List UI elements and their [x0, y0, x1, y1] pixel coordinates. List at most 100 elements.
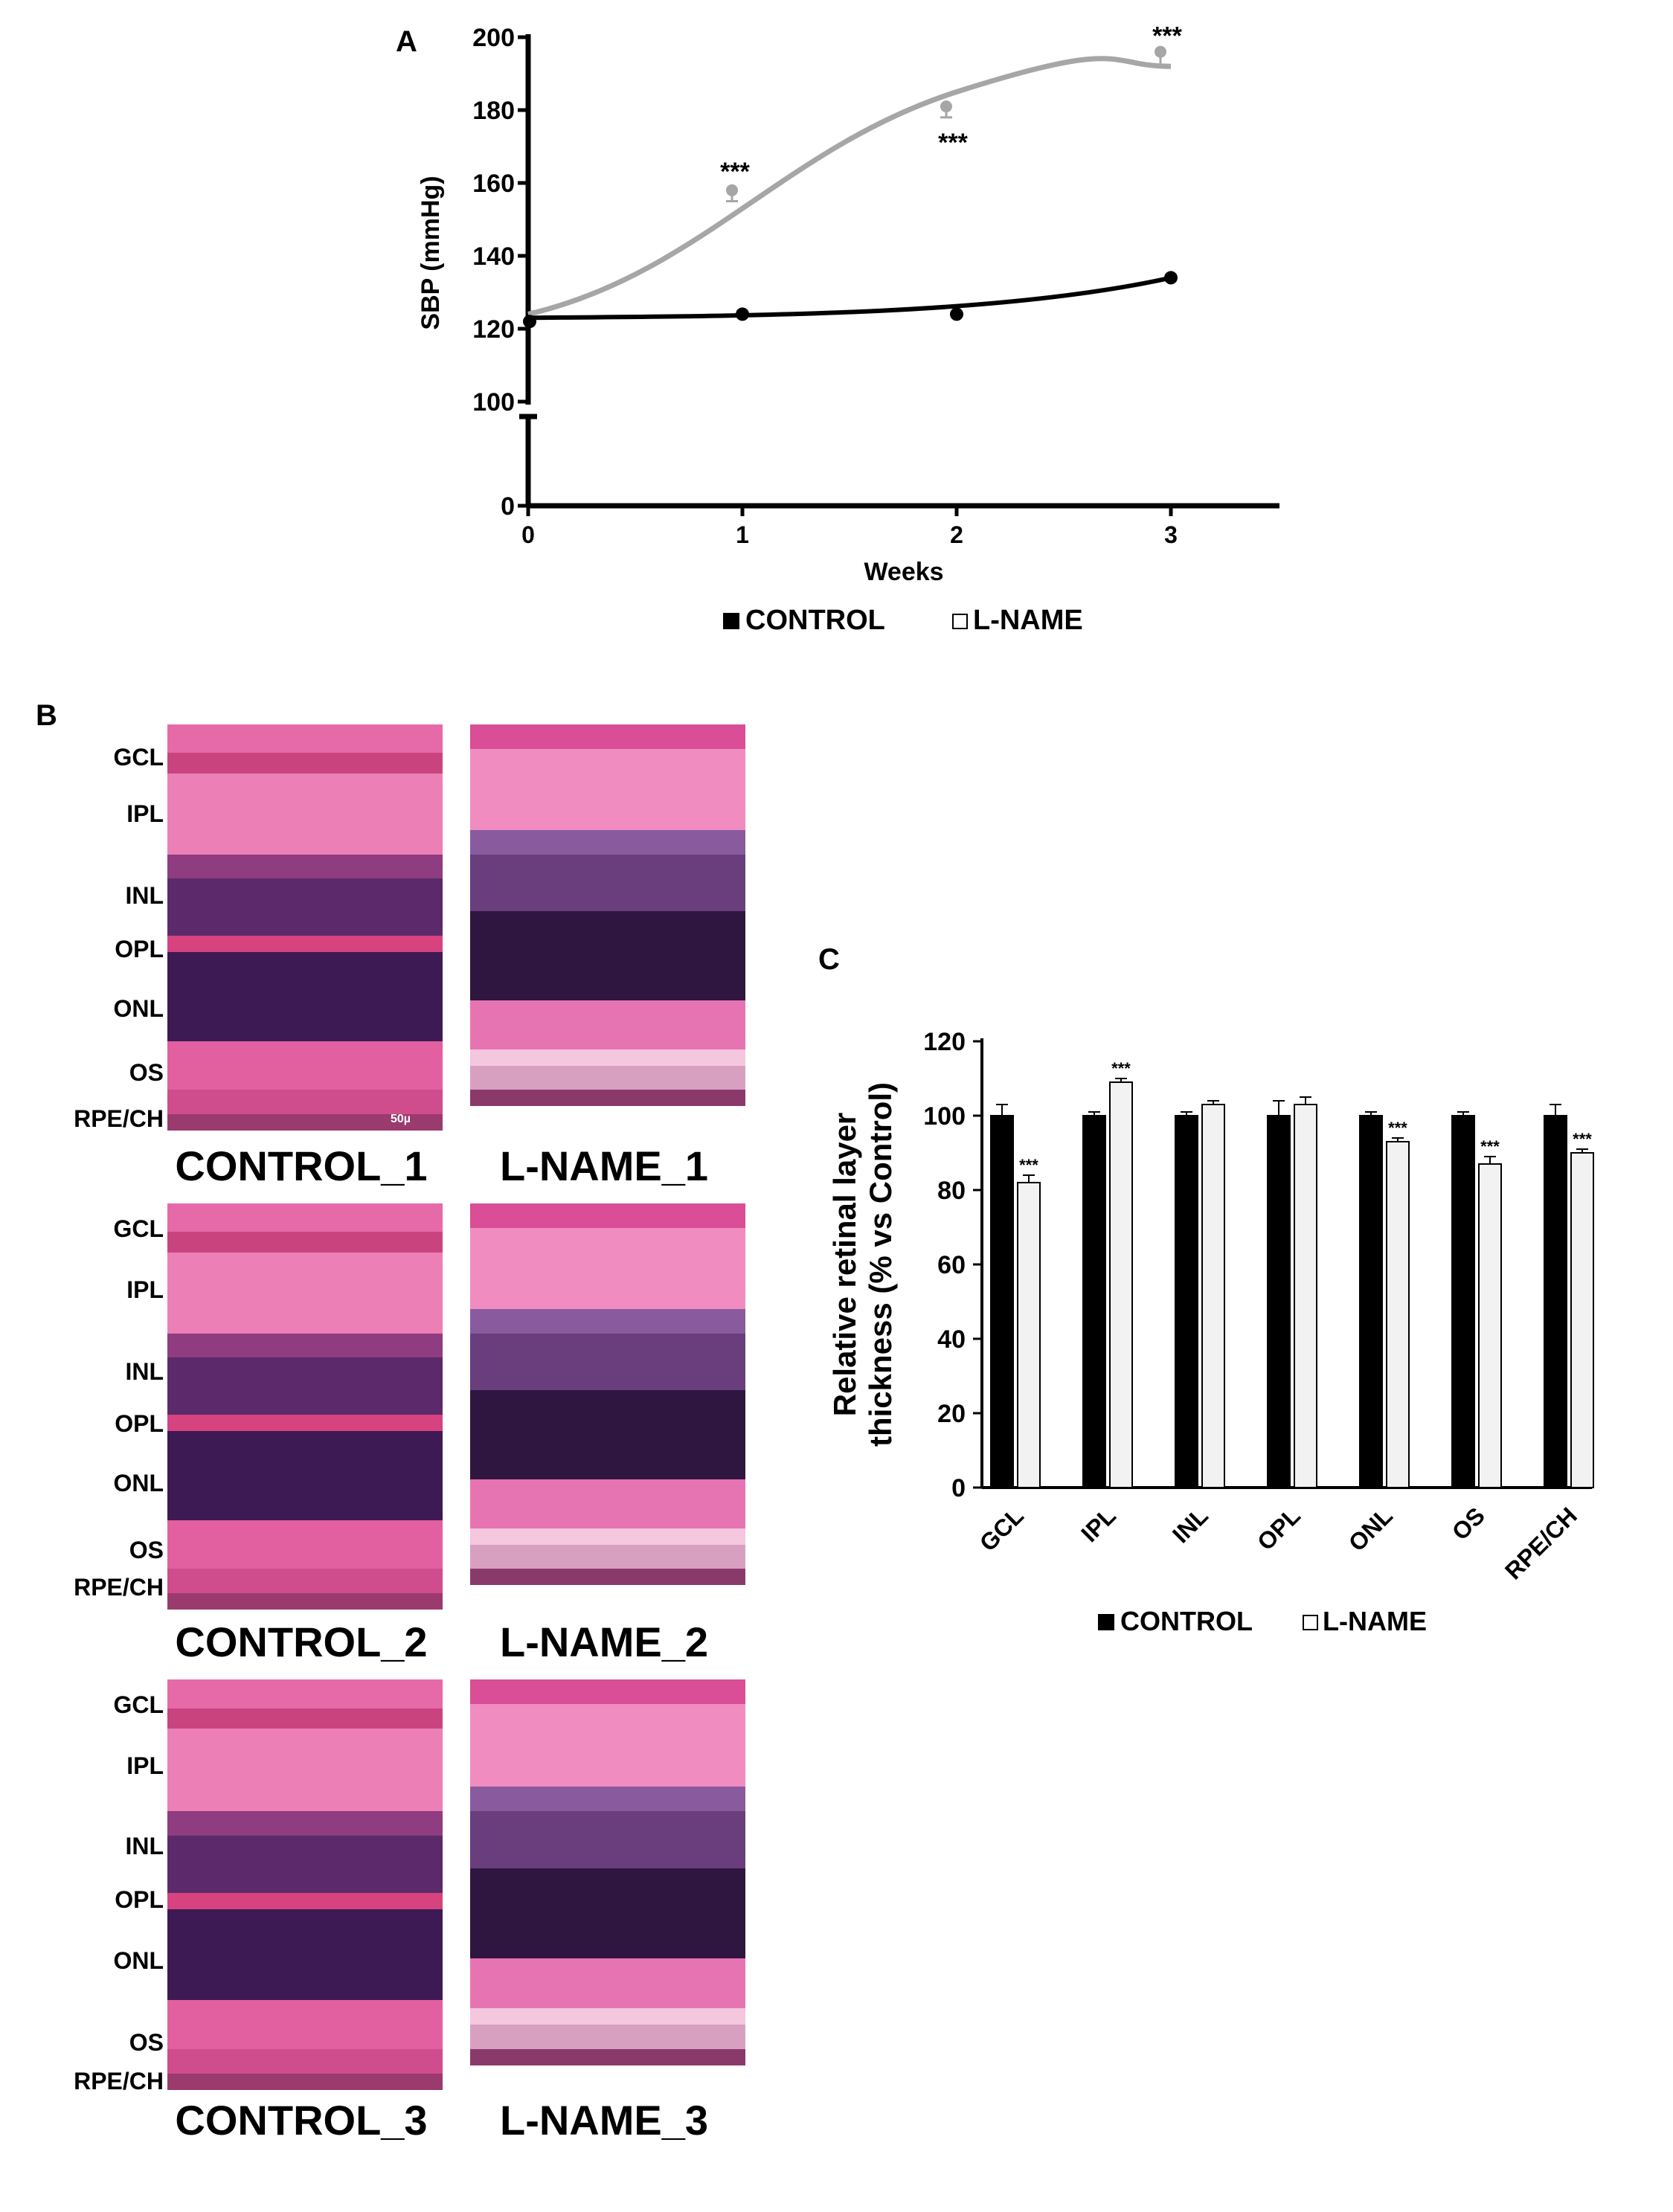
x-tick-label: 1 [736, 521, 749, 548]
y-axis-title-line1: Relative retinal layer [827, 1113, 862, 1417]
micrograph-caption: L-NAME_3 [499, 2097, 709, 2144]
layer-label-onl: ONL [113, 995, 164, 1022]
micrograph-caption: CONTROL_2 [175, 1618, 428, 1665]
legend-control-swatch [723, 613, 739, 629]
category-label: OS [1447, 1502, 1490, 1545]
micrograph-caption: CONTROL_1 [175, 1142, 428, 1189]
layer-label-ipl: IPL [126, 1276, 164, 1303]
layer-label-os: OS [129, 2029, 164, 2056]
layer-label-onl: ONL [113, 1947, 164, 1974]
legend-lname-label: L-NAME [1323, 1606, 1427, 1636]
category-label: IPL [1076, 1502, 1121, 1547]
micrograph-caption: CONTROL_3 [175, 2097, 428, 2144]
layer-label-opl: OPL [115, 1410, 164, 1437]
significance-marker: *** [938, 129, 968, 157]
y-tick-label: 60 [937, 1251, 966, 1279]
lname-data-point [1155, 45, 1166, 58]
control-bar [1544, 1115, 1567, 1488]
y-tick-label: 20 [937, 1400, 966, 1428]
control-data-point [736, 307, 749, 321]
control-fit-line [527, 275, 1172, 321]
y-tick-label: 180 [472, 97, 515, 125]
panel-label-a: A [396, 25, 417, 58]
layer-label-ipl: IPL [126, 800, 164, 827]
y-tick-label: 40 [937, 1325, 966, 1354]
y-tick-label: 0 [501, 492, 515, 521]
significance-marker: *** [1152, 22, 1182, 51]
legend-control-label: CONTROL [745, 605, 885, 636]
control-bar [990, 1115, 1014, 1488]
x-tick-label: 3 [1164, 521, 1178, 548]
sbp-line-chart: 0 100 120 140 160 180 200 0 1 2 3 Weeks SBP (mmHg) **… [417, 22, 1279, 636]
y-axis-title-line2: thickness (% vs Control) [863, 1082, 898, 1447]
category-label: INL [1167, 1502, 1213, 1548]
layer-label-rpe-ch: RPE/CH [74, 2068, 164, 2094]
significance-marker: *** [720, 158, 750, 186]
lname-bar [1294, 1104, 1317, 1488]
legend-control-label: CONTROL [1120, 1606, 1253, 1636]
lname-data-point [726, 184, 738, 196]
lname-bar [1017, 1182, 1041, 1488]
control-bar [1267, 1115, 1291, 1488]
layer-label-gcl: GCL [113, 1691, 164, 1718]
significance-marker: *** [1111, 1059, 1131, 1078]
micrograph-caption: L-NAME_2 [499, 1618, 709, 1665]
layer-label-ipl: IPL [126, 1752, 164, 1779]
control-bar [1359, 1115, 1383, 1488]
layer-label-inl: INL [125, 1833, 164, 1859]
lname-bar [1386, 1141, 1410, 1488]
lname-micrograph [470, 1203, 745, 1610]
control-data-point [523, 315, 536, 329]
panel-label-c: C [818, 943, 840, 976]
lname-bar [1478, 1163, 1502, 1488]
control-bar [1175, 1115, 1198, 1488]
lname-bar [1201, 1104, 1225, 1488]
lname-micrograph [470, 1679, 745, 2090]
retinal-thickness-bar-chart: 0 20 40 60 80 100 120 Relative retinal layer thi… [827, 1028, 1594, 1636]
lname-micrograph [470, 724, 745, 1131]
layer-label-rpe-ch: RPE/CH [74, 1105, 164, 1132]
layer-label-rpe-ch: RPE/CH [74, 1574, 164, 1601]
y-tick-label: 140 [472, 242, 515, 271]
lname-bar [1109, 1081, 1133, 1488]
significance-marker: *** [1480, 1137, 1500, 1156]
y-tick-label: 200 [472, 24, 515, 52]
x-axis-title: Weeks [864, 558, 943, 586]
control-data-point [950, 307, 963, 321]
layer-label-opl: OPL [115, 1886, 164, 1913]
layer-label-inl: INL [125, 882, 164, 909]
layer-label-gcl: GCL [113, 1215, 164, 1242]
y-tick-label: 100 [923, 1102, 966, 1131]
legend-control-swatch [1098, 1614, 1114, 1630]
x-tick-label: 2 [950, 521, 963, 548]
layer-label-os: OS [129, 1537, 164, 1563]
layer-label-gcl: GCL [113, 744, 164, 771]
legend-lname-swatch [1303, 1615, 1318, 1630]
y-axis-title: SBP (mmHg) [417, 176, 445, 329]
layer-label-inl: INL [125, 1358, 164, 1385]
y-tick-label: 0 [951, 1474, 966, 1502]
control-micrograph [167, 724, 443, 1131]
scale-bar-label: 50µ [391, 1113, 411, 1125]
y-tick-label: 120 [472, 315, 515, 344]
x-tick-label: 0 [521, 521, 535, 548]
lname-fit-line [527, 56, 1172, 317]
significance-marker: *** [1388, 1119, 1407, 1137]
category-label: ONL [1343, 1502, 1398, 1556]
control-micrograph [167, 1203, 443, 1610]
significance-marker: *** [1019, 1156, 1038, 1174]
legend-lname-swatch [952, 614, 968, 629]
lname-data-point [940, 100, 952, 113]
y-tick-label: 80 [937, 1177, 966, 1205]
y-tick-label: 100 [472, 388, 515, 417]
control-bar [1451, 1115, 1475, 1488]
category-label: RPE/CH [1500, 1502, 1582, 1584]
legend-lname-label: L-NAME [973, 605, 1083, 636]
category-label: OPL [1252, 1502, 1306, 1555]
category-label: GCL [974, 1502, 1029, 1556]
control-data-point [1164, 271, 1178, 285]
micrograph-caption: L-NAME_1 [499, 1142, 709, 1189]
significance-marker: *** [1573, 1130, 1592, 1148]
layer-label-onl: ONL [113, 1470, 164, 1496]
